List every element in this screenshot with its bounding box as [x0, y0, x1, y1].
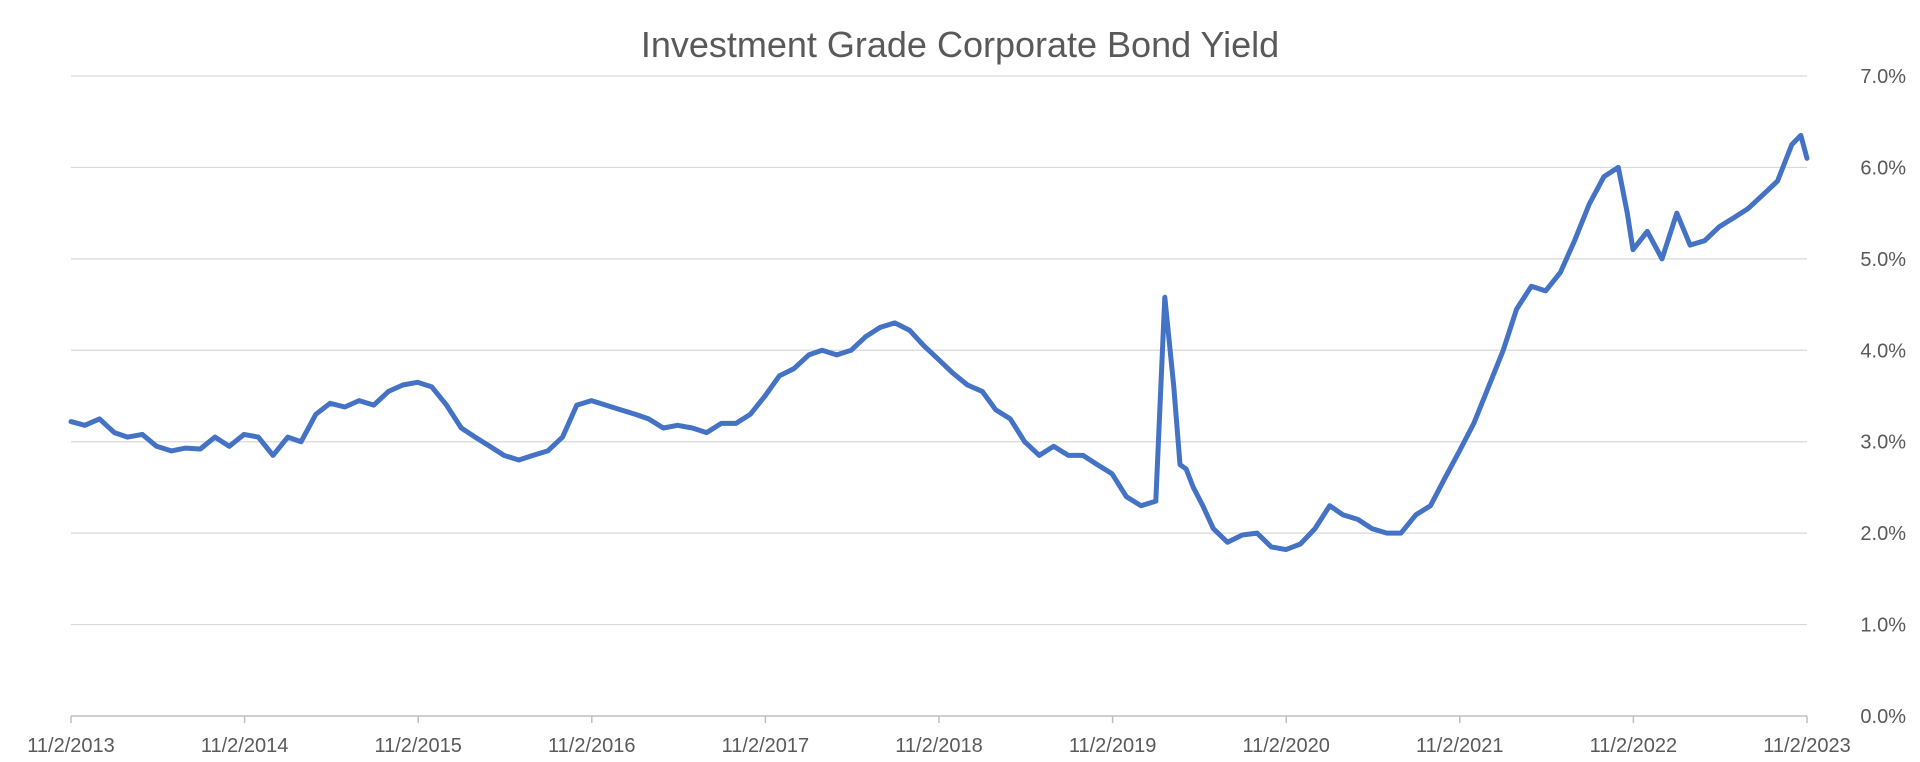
series-line [68, 132, 1810, 553]
y-tick-label: 2.0% [1860, 523, 1906, 545]
x-tick-label: 11/2/2013 [27, 735, 115, 757]
y-tick-label: 4.0% [1860, 340, 1906, 362]
y-tick-label: 3.0% [1860, 432, 1906, 454]
y-axis-tick-labels: 0.0% 1.0% 2.0% 3.0% 4.0% 5.0% 6.0% 7.0% [1860, 66, 1906, 728]
series-layer [68, 132, 1810, 553]
gridlines [71, 75, 1807, 626]
x-tick-label: 11/2/2021 [1416, 735, 1504, 757]
y-tick-label: 7.0% [1860, 66, 1906, 88]
x-axis [70, 715, 1808, 723]
x-tick-label: 11/2/2020 [1242, 735, 1330, 757]
x-tick-label: 11/2/2022 [1590, 735, 1678, 757]
y-tick-label: 6.0% [1860, 157, 1906, 179]
y-tick-label: 5.0% [1860, 249, 1906, 271]
x-tick-label: 11/2/2017 [722, 735, 810, 757]
x-tick-label: 11/2/2016 [548, 735, 636, 757]
y-tick-label: 1.0% [1860, 615, 1906, 637]
chart-title: Investment Grade Corporate Bond Yield [641, 24, 1279, 65]
x-tick-label: 11/2/2018 [895, 735, 983, 757]
x-axis-tick-labels: 11/2/2013 11/2/2014 11/2/2015 11/2/2016 11/2… [27, 735, 1851, 757]
y-tick-label: 0.0% [1860, 706, 1906, 728]
x-tick-label: 11/2/2014 [201, 735, 289, 757]
x-tick-label: 11/2/2015 [374, 735, 462, 757]
x-tick-label: 11/2/2019 [1069, 735, 1157, 757]
x-tick-label: 11/2/2023 [1763, 735, 1851, 757]
